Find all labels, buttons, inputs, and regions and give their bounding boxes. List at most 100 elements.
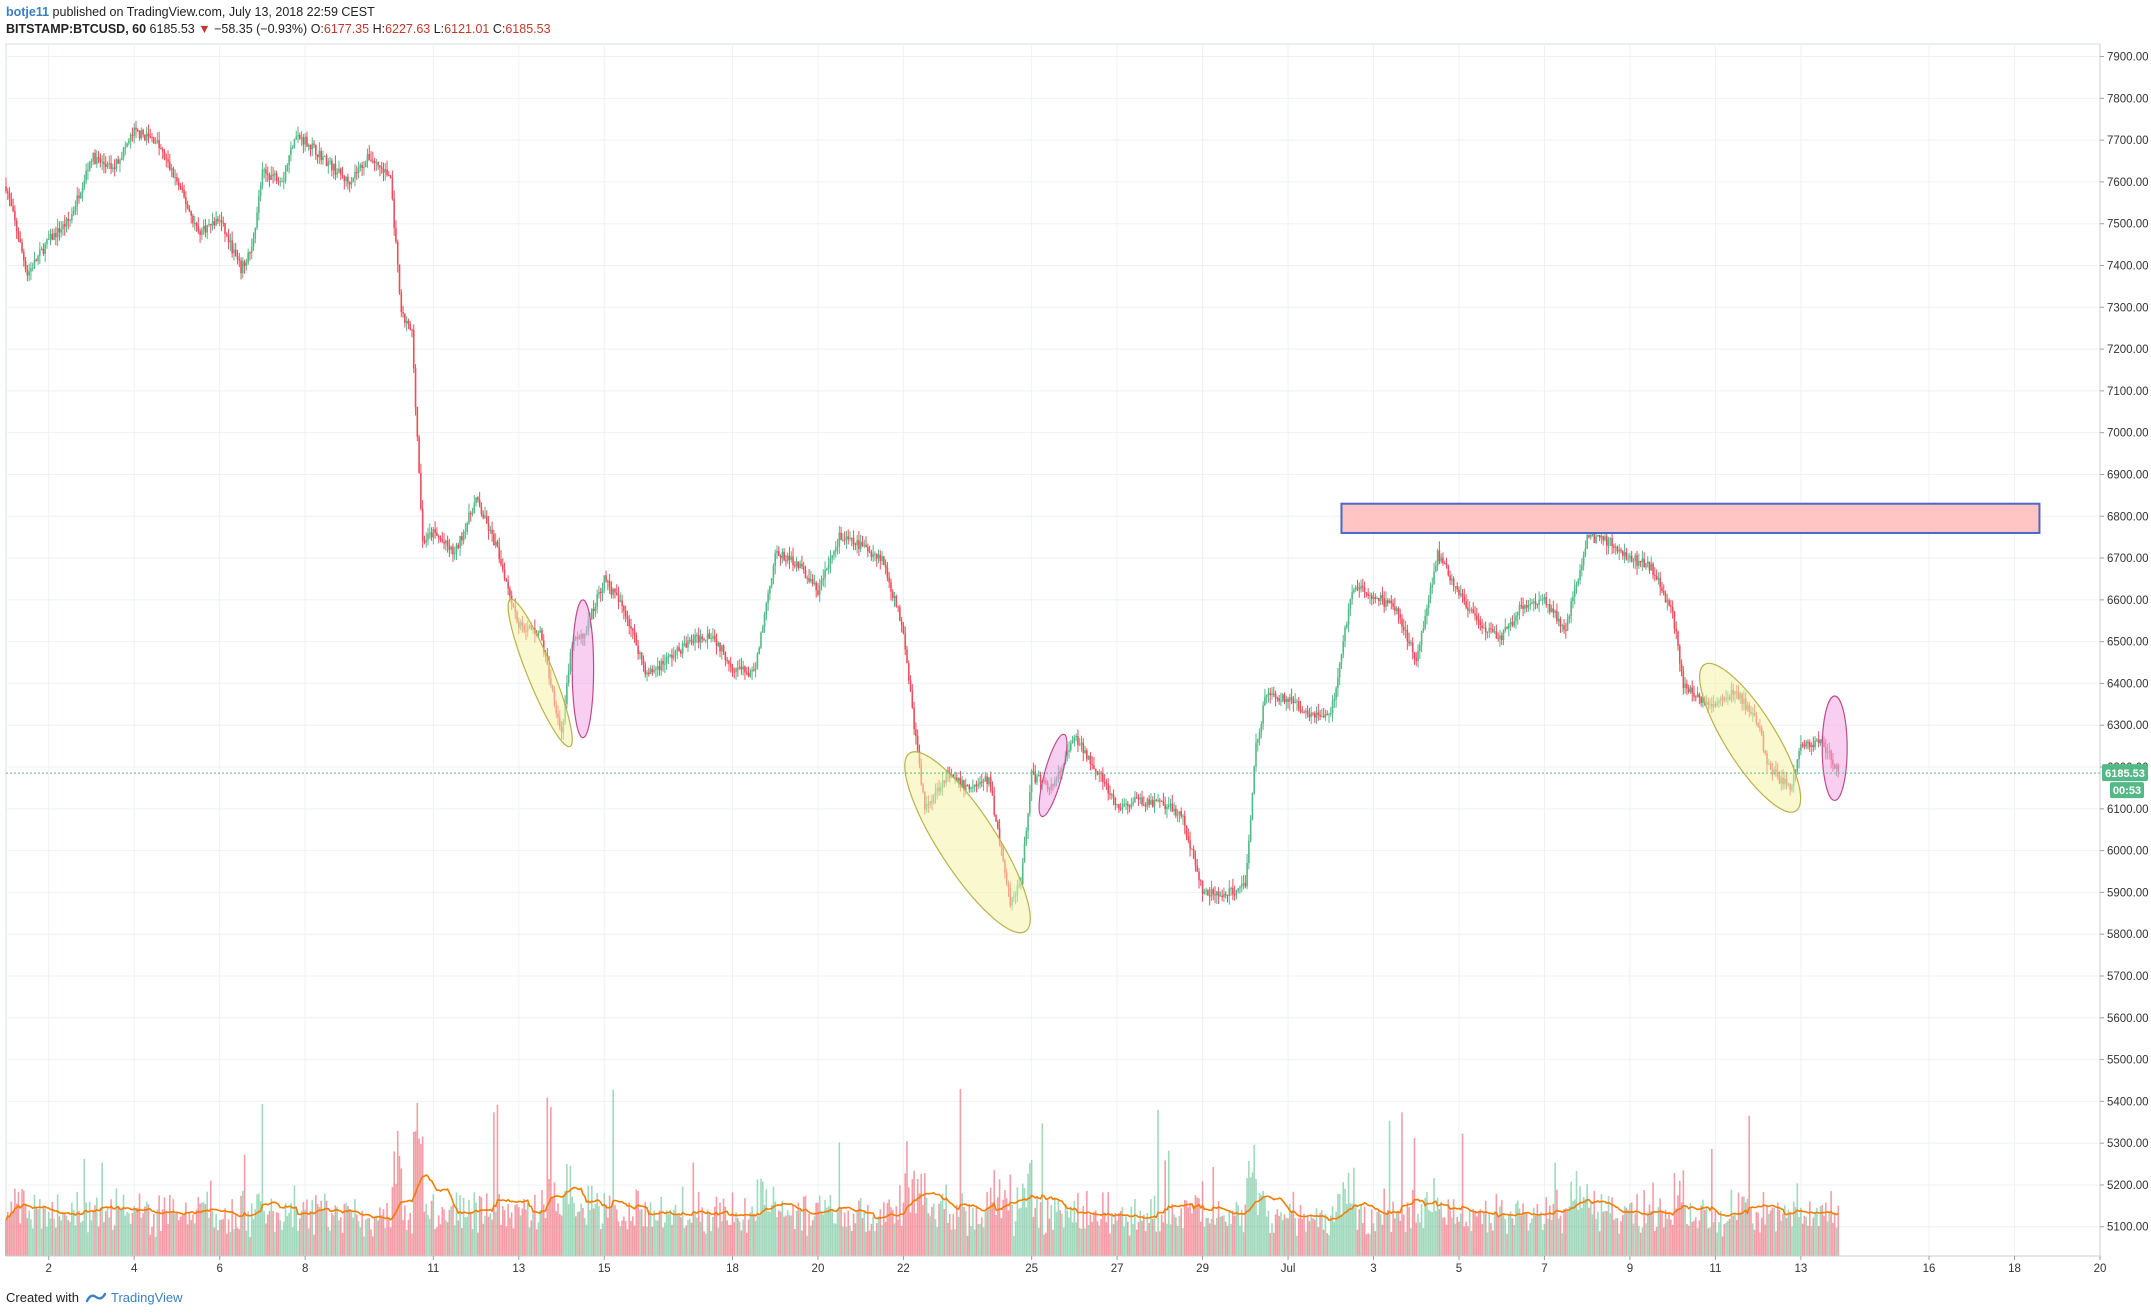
countdown-badge-label: 00:53 — [2113, 785, 2141, 797]
candle-body — [288, 155, 290, 165]
volume-bar — [1589, 1203, 1592, 1256]
candle-body — [1695, 696, 1697, 698]
volume-bar — [794, 1228, 796, 1256]
candle-body — [952, 774, 955, 778]
volume-bar — [1135, 1229, 1138, 1256]
volume-bar — [1621, 1215, 1624, 1256]
volume-bar — [1119, 1210, 1122, 1256]
volume-bar — [1440, 1201, 1442, 1256]
volume-bar — [792, 1204, 794, 1256]
volume-bar — [231, 1199, 233, 1256]
volume-bar — [382, 1209, 385, 1256]
volume-bar — [407, 1219, 410, 1256]
volume-bar — [1556, 1189, 1558, 1256]
high-value: 6227.63 — [385, 22, 431, 36]
y-tick-label: 5600.00 — [2107, 1013, 2149, 1025]
volume-bar — [1313, 1219, 1316, 1256]
volume-bar — [1331, 1206, 1334, 1256]
volume-bar — [1390, 1231, 1393, 1256]
candle-body — [256, 212, 258, 228]
candle-body — [345, 176, 347, 182]
candle-body — [261, 169, 264, 186]
x-tick-label: 13 — [1794, 1263, 1807, 1275]
x-tick-label: 29 — [1196, 1263, 1209, 1275]
volume-bar — [1655, 1226, 1658, 1256]
candle-body — [1609, 538, 1612, 540]
candle-body — [615, 592, 618, 596]
volume-bar — [1374, 1231, 1377, 1256]
candle-body — [493, 533, 495, 546]
volume-bar — [1810, 1226, 1813, 1256]
candle-body — [185, 197, 187, 205]
volume-bar — [1427, 1209, 1430, 1256]
tradingview-link[interactable]: TradingView — [85, 1290, 183, 1305]
candle-body — [201, 229, 203, 236]
volume-bar — [1376, 1211, 1378, 1256]
volume-bar — [163, 1197, 166, 1256]
volume-bar — [176, 1212, 178, 1256]
volume-bar — [469, 1212, 472, 1256]
volume-bar — [327, 1226, 330, 1256]
candle-body — [1696, 693, 1699, 698]
volume-bar — [304, 1209, 306, 1256]
volume-bar — [1096, 1221, 1099, 1256]
volume-bar — [1495, 1193, 1498, 1256]
volume-bar — [471, 1229, 474, 1256]
candle-body — [1639, 560, 1642, 563]
candle-body — [152, 137, 155, 144]
volume-bar — [1011, 1204, 1013, 1256]
volume-bar — [1451, 1217, 1453, 1256]
volume-bar — [542, 1204, 545, 1256]
candle-body — [1297, 701, 1300, 710]
candle-body — [129, 134, 132, 141]
candle-body — [323, 155, 326, 157]
candle-body — [758, 647, 760, 655]
candle-body — [72, 211, 75, 215]
candle-body — [998, 828, 1001, 844]
candle-body — [1075, 736, 1077, 738]
candle-body — [1216, 891, 1218, 896]
volume-bar — [87, 1232, 89, 1256]
volume-bar — [445, 1220, 447, 1256]
symbol-label[interactable]: BITSTAMP:BTCUSD, 60 — [6, 22, 147, 36]
candle-body — [1034, 771, 1036, 783]
candle-body — [1162, 801, 1165, 805]
x-tick-label: 6 — [216, 1263, 222, 1275]
candle-body — [1315, 712, 1318, 718]
volume-bar — [167, 1223, 169, 1256]
volume-bar — [1198, 1198, 1200, 1256]
candle-body — [1698, 693, 1701, 698]
volume-bar — [1219, 1216, 1222, 1256]
candle-body — [1613, 546, 1615, 548]
volume-bar — [256, 1194, 258, 1256]
author-link[interactable]: botje11 — [6, 5, 50, 19]
volume-bar — [1235, 1201, 1238, 1256]
candle-body — [1210, 889, 1213, 897]
volume-bar — [63, 1214, 66, 1256]
volume-bar — [1522, 1203, 1524, 1256]
volume-bar — [475, 1202, 477, 1256]
volume-bar — [1347, 1172, 1350, 1256]
candle-body — [71, 214, 73, 221]
candle-body — [1365, 592, 1368, 594]
candle-body — [225, 234, 228, 236]
volume-bar — [1381, 1224, 1384, 1256]
candle-body — [1278, 698, 1280, 702]
volume-bar — [1641, 1227, 1644, 1256]
volume-bar — [1782, 1213, 1784, 1256]
candle-body — [477, 497, 479, 500]
publish-header: botje11 published on TradingView.com, Ju… — [6, 4, 375, 21]
volume-bar — [489, 1213, 492, 1256]
candle-body — [1091, 763, 1093, 766]
volume-bar — [1422, 1228, 1425, 1256]
volume-bar — [1792, 1201, 1795, 1256]
volume-bar — [261, 1103, 264, 1256]
candle-body — [1070, 743, 1072, 750]
volume-bar — [1310, 1214, 1312, 1256]
volume-bar — [1162, 1222, 1165, 1256]
candle-body — [1319, 714, 1321, 717]
candle-body — [786, 555, 789, 562]
candle-body — [1125, 803, 1127, 805]
candle-body — [457, 544, 460, 549]
